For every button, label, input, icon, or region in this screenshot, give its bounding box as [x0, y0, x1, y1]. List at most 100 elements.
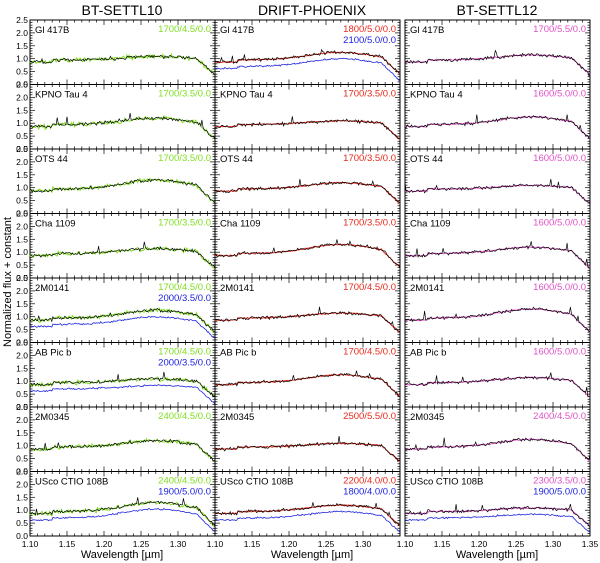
panel-frame: [214, 471, 401, 537]
object-label: Gl 417B: [410, 25, 444, 36]
series-observed: [29, 54, 216, 76]
x-tick-label: 1.20: [471, 539, 488, 549]
panel-r8-c1: 0.0 0.5 1.0 1.5 2.0 2.5 USco CTIO 108B 2400/4.5…: [16, 467, 216, 541]
y-tick-label: 0.5: [16, 325, 28, 335]
y-tick-label: 0.5: [16, 454, 28, 464]
model-params-label: 1700/3.5/0.0: [343, 153, 396, 164]
model-params-label: 2400/4.5/0.0: [158, 411, 211, 422]
model-params-label: 1700/3.5/0.0: [343, 218, 396, 229]
x-tick-label: 1.10: [397, 539, 414, 549]
series-observed: [404, 114, 591, 139]
model-params-label: 1700/4.5/0.0: [343, 282, 396, 293]
y-tick-label: 0.0: [16, 531, 28, 541]
panel-r4-c1: 0.0 0.5 1.0 1.5 2.0 2.5 Cha 1109 1700/3.5/0.0: [16, 209, 216, 283]
model-params-label: 2000/3.5/0.0: [158, 358, 211, 369]
panel-r5-c3: 2M0141 1600/5.0/0.0: [404, 277, 591, 343]
object-label: AB Pic b: [35, 348, 71, 359]
object-label: Gl 417B: [35, 25, 69, 36]
y-tick-label: 2.0: [16, 221, 28, 231]
y-axis-label: Normalized flux + constant: [2, 217, 14, 347]
y-tick-label: 2.5: [16, 467, 28, 477]
y-tick-label: 1.5: [16, 492, 28, 502]
series-observed: [404, 49, 591, 77]
y-tick-label: 1.5: [16, 170, 28, 180]
y-tick-label: 2.5: [16, 209, 28, 219]
y-tick-label: 1.0: [16, 118, 28, 128]
panel-r7-c2: 2M0345 2500/5.5/0.0: [214, 406, 401, 472]
panel-grid: 0.00.51.01.52.02.5Gl 417B 1700/4.5/0.0 Gl …: [16, 15, 591, 541]
series-model-2: [29, 384, 216, 405]
panel-r3-c1: 0.0 0.5 1.0 1.5 2.0 2.5 OTS 44 1700/3.5/0.0: [16, 144, 216, 219]
series-observed: [214, 48, 401, 74]
panel-r5-c2: 2M0141 1700/4.5/0.0: [214, 277, 401, 343]
object-label: AB Pic b: [410, 348, 446, 359]
series-model: [29, 177, 216, 203]
y-tick-label: 0.0: [16, 273, 28, 283]
panel-r2-c1: 0.0 0.5 1.0 1.5 2.0 2.5 KPNO Tau 4 1700/3.5/0.0: [16, 80, 216, 154]
model-params-label: 1700/4.5/0.0: [158, 24, 211, 35]
panel-frame: [404, 471, 591, 537]
x-tick-label: 1.35: [582, 539, 599, 549]
series-observed: [214, 116, 401, 140]
model-params-label: 1600/5.0/0.0: [533, 282, 586, 293]
model-params-label: 1800/4.0/0.0: [343, 487, 396, 498]
model-params-label: 1600/5.0/0.0: [533, 153, 586, 164]
y-tick-label: 2.0: [16, 92, 28, 102]
y-tick-label: 2.0: [16, 350, 28, 360]
panel-r5-c1: 0.0 0.5 1.0 1.5 2.0 2.5 2M0141 1700/4.5/0.02000…: [16, 273, 216, 348]
panel-r3-c2: OTS 44 1700/3.5/0.0: [214, 148, 401, 214]
series-observed: [405, 306, 591, 333]
model-params-label: 2500/5.5/0.0: [343, 411, 396, 422]
series-observed: [29, 178, 216, 203]
y-tick-label: 1.0: [16, 54, 28, 64]
x-tick-label: 1.15: [434, 539, 451, 549]
y-tick-label: 0.0: [16, 338, 28, 348]
panel-r6-c2: AB Pic b 1700/4.5/0.0: [214, 342, 401, 408]
x-tick-label: 1.25: [318, 539, 335, 549]
model-params-label: 1700/4.5/0.0: [158, 347, 211, 358]
model-params-label: 1700/3.5/0.0: [158, 218, 211, 229]
series-observed: [404, 241, 590, 269]
y-tick-label: 0.5: [16, 260, 28, 270]
column-title-1: BT-SETTL10: [82, 2, 163, 18]
object-label: USco CTIO 108B: [35, 477, 108, 488]
y-tick-label: 2.5: [16, 15, 28, 25]
panel-r1-c3: Gl 417B 1700/5.5/0.0: [404, 19, 591, 85]
x-tick-labels: 1.10 1.15 1.20 1.25 1.30 1.10 1.15 1.20 1.25 1.30…: [22, 539, 599, 549]
y-tick-label: 2.0: [16, 415, 28, 425]
model-params-label: 1700/3.5/0.0: [158, 153, 211, 164]
y-tick-label: 0.0: [16, 209, 28, 219]
series-model: [29, 500, 216, 527]
y-tick-label: 1.0: [16, 312, 28, 322]
y-tick-label: 1.5: [16, 299, 28, 309]
model-params-label: 1700/4.5/0.0: [158, 282, 211, 293]
x-tick-label: 1.10: [22, 539, 39, 549]
model-params-label: 2200/4.0/0.0: [343, 476, 396, 487]
column-title-3: BT-SETTL12: [457, 2, 538, 18]
y-tick-label: 1.5: [16, 105, 28, 115]
panel-r4-c2: Cha 1109 1700/3.5/0.0: [214, 213, 401, 279]
x-axis-label-2: Wavelength [µm]: [271, 549, 353, 561]
object-label: OTS 44: [35, 154, 68, 165]
panel-r3-c3: OTS 44 1600/5.0/0.0: [404, 148, 591, 214]
object-label: OTS 44: [410, 154, 443, 165]
model-params-label: 1700/3.5/0.0: [158, 89, 211, 100]
y-tick-label: 0.5: [16, 518, 28, 528]
column-title-2: DRIFT-PHOENIX: [258, 2, 367, 18]
object-label: 2M0141: [410, 283, 444, 294]
series-observed: [404, 503, 591, 528]
series-observed: [29, 497, 216, 527]
x-tick-label: 1.30: [170, 539, 187, 549]
model-params-label: 2400/4.5/0.0: [158, 476, 211, 487]
y-tick-label: 0.5: [16, 196, 28, 206]
object-label: 2M0345: [410, 412, 444, 423]
series-observed: [214, 178, 401, 203]
object-label: KPNO Tau 4: [410, 90, 463, 101]
y-tick-label: 2.5: [16, 80, 28, 90]
y-tick-label: 0.5: [16, 131, 28, 141]
model-params-label: 2100/5.0/0.0: [343, 35, 396, 46]
object-label: 2M0141: [220, 283, 254, 294]
